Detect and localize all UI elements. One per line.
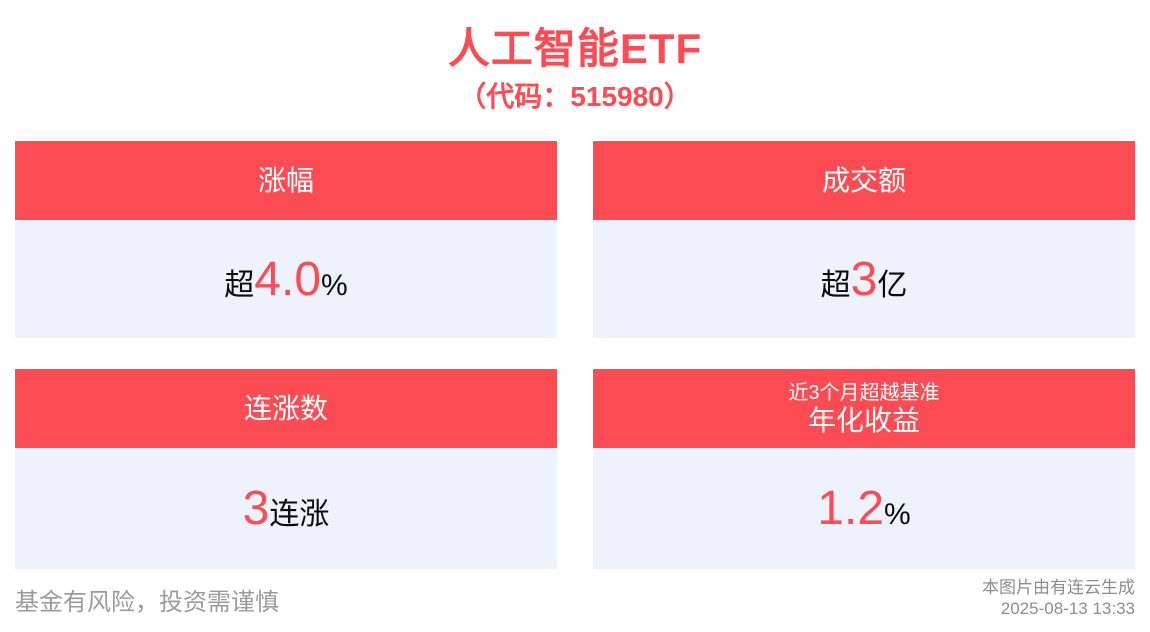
value-number: 3 bbox=[242, 482, 270, 535]
card-title: 年化收益 bbox=[807, 404, 920, 436]
credit-timestamp: 2025-08-13 13:33 bbox=[1000, 599, 1135, 618]
stat-card-annualized-return: 近3个月超越基准 年化收益 1.2% bbox=[593, 369, 1135, 569]
stat-value: 1.2% bbox=[817, 481, 910, 536]
stat-value: 3连涨 bbox=[243, 481, 330, 536]
risk-disclaimer: 基金有风险，投资需谨慎 bbox=[15, 589, 279, 616]
stat-card-grid: 涨幅 超4.0% 成交额 超3亿 连涨数 3连涨 近3个月超越基准 bbox=[15, 141, 1135, 569]
card-header-turnover: 成交额 bbox=[593, 141, 1135, 220]
card-body-annualized-return: 1.2% bbox=[593, 448, 1135, 569]
card-title: 成交额 bbox=[821, 164, 906, 196]
stat-value: 超3亿 bbox=[821, 252, 908, 307]
fund-code-subtitle: （代码：515980） bbox=[458, 81, 692, 112]
card-header-change: 涨幅 bbox=[15, 141, 557, 220]
card-body-streak: 3连涨 bbox=[15, 448, 557, 569]
card-title-top: 近3个月超越基准 bbox=[788, 381, 940, 404]
credit-block: 本图片由有连云生成 2025-08-13 13:33 bbox=[982, 577, 1135, 619]
card-header-annualized-return: 近3个月超越基准 年化收益 bbox=[593, 369, 1135, 448]
value-number: 4.0 bbox=[254, 252, 322, 306]
page-title: 人工智能ETF bbox=[447, 25, 703, 72]
stat-card-change: 涨幅 超4.0% bbox=[15, 141, 557, 338]
value-number: 1.2 bbox=[817, 482, 885, 535]
value-prefix: 超 bbox=[820, 268, 851, 302]
stat-value: 超4.0% bbox=[224, 252, 347, 307]
value-suffix: % bbox=[884, 498, 911, 531]
stat-card-streak: 连涨数 3连涨 bbox=[15, 369, 557, 569]
value-suffix: 亿 bbox=[877, 268, 908, 302]
value-suffix: % bbox=[321, 268, 348, 302]
card-body-turnover: 超3亿 bbox=[593, 220, 1135, 338]
value-prefix: 超 bbox=[224, 268, 255, 302]
credit-source: 本图片由有连云生成 bbox=[982, 578, 1135, 597]
card-header-streak: 连涨数 bbox=[15, 369, 557, 448]
card-title: 涨幅 bbox=[257, 164, 314, 196]
card-body-change: 超4.0% bbox=[15, 220, 557, 338]
card-title: 连涨数 bbox=[243, 392, 328, 424]
stat-card-turnover: 成交额 超3亿 bbox=[593, 141, 1135, 338]
value-suffix: 连涨 bbox=[269, 498, 330, 531]
value-number: 3 bbox=[850, 252, 878, 306]
